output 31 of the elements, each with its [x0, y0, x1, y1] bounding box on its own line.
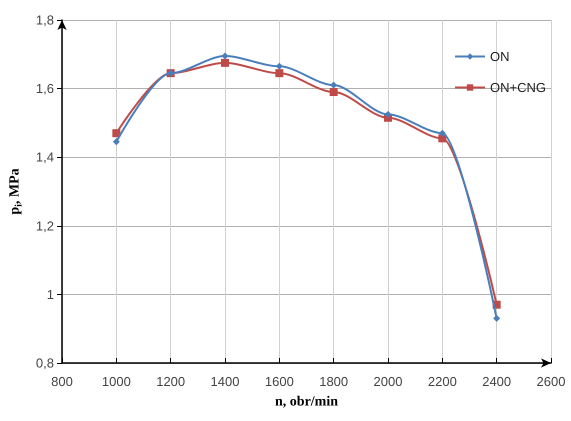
y-tick-label: 1	[46, 286, 54, 302]
point	[438, 130, 446, 137]
x-tick-label: 1400	[210, 374, 240, 389]
x-tick-label: 2600	[536, 374, 566, 389]
legend-label: ON+CNG	[490, 80, 546, 95]
legend-label: ON	[490, 49, 510, 64]
x-tick-label: 1800	[319, 374, 348, 389]
point	[330, 88, 338, 96]
x-tick-label: 800	[51, 374, 73, 389]
y-tick-label: 1,8	[36, 12, 54, 28]
point	[112, 138, 120, 146]
y-tick-label: 1,2	[36, 218, 54, 234]
y-tick-label: 1,6	[36, 81, 54, 96]
x-tick-label: 1200	[156, 374, 186, 389]
point	[222, 52, 228, 60]
point	[330, 82, 338, 89]
x-tick-label: 2400	[482, 374, 512, 389]
x-tick-label: 1600	[264, 374, 294, 389]
x-tick-label: 2000	[374, 374, 402, 389]
x-axis-title: n, obr/min	[274, 394, 338, 410]
x-tick-label: 2200	[428, 374, 457, 389]
point	[276, 62, 283, 70]
point	[493, 314, 500, 322]
x-tick-label: 1000	[102, 374, 131, 389]
y-tick-label: 0,8	[36, 356, 54, 370]
point	[221, 58, 229, 67]
point	[384, 110, 392, 118]
y-tick-label: 1,4	[36, 150, 54, 165]
y-axis-title: pi, MPa	[8, 168, 24, 215]
point	[112, 129, 120, 138]
point	[275, 69, 284, 78]
